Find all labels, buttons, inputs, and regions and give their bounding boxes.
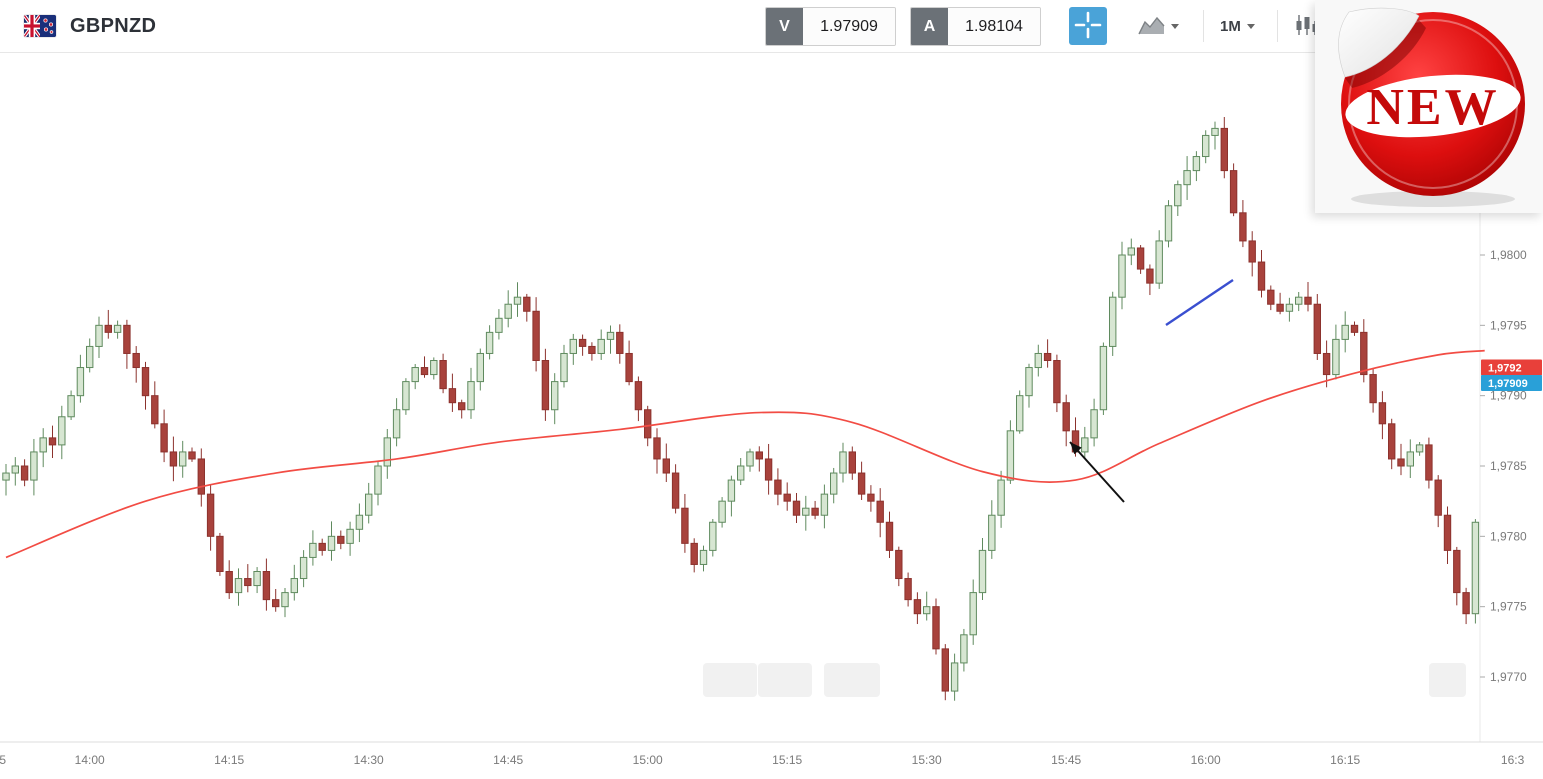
sell-label: V — [766, 8, 803, 45]
sticker-shadow — [1351, 191, 1515, 207]
toolbar-separator — [1203, 10, 1204, 42]
svg-text:15:30: 15:30 — [912, 753, 942, 767]
svg-text:16:00: 16:00 — [1191, 753, 1221, 767]
buy-label: A — [911, 8, 948, 45]
chevron-down-icon — [1171, 23, 1179, 29]
sell-quote-button[interactable]: V 1.97909 — [765, 7, 896, 46]
svg-text:1,9775: 1,9775 — [1490, 600, 1527, 614]
toolbar-separator — [1277, 10, 1278, 42]
crosshair-icon — [1069, 6, 1107, 47]
svg-text:15:45: 15:45 — [1051, 753, 1081, 767]
timeframe-label: 1M — [1220, 17, 1241, 35]
price-chart[interactable]: 1,9800 1,9795 1,9790 1,9785 1,9780 1,9775 1,97… — [0, 52, 1543, 779]
crosshair-tool-button[interactable] — [1069, 7, 1107, 45]
symbol-header: GBPNZD — [24, 0, 156, 52]
new-badge-text: NEW — [1366, 79, 1499, 136]
candlestick-chart-canvas: 1,9800 1,9795 1,9790 1,9785 1,9780 1,9775 1,97… — [0, 52, 1543, 767]
peel-shadow — [1345, 19, 1426, 88]
timeframe-button[interactable]: 1M — [1216, 11, 1259, 41]
svg-text:1,9790: 1,9790 — [1490, 389, 1527, 403]
svg-text:14:30: 14:30 — [354, 753, 384, 767]
peel-curl — [1338, 7, 1420, 78]
area-chart-type-icon — [1138, 14, 1165, 38]
chart-type-button[interactable] — [1134, 11, 1183, 41]
svg-text:14:45: 14:45 — [493, 753, 523, 767]
svg-text:1,9785: 1,9785 — [1490, 459, 1527, 473]
svg-text:1,9795: 1,9795 — [1490, 318, 1527, 332]
bid-price: 1.97909 — [803, 8, 895, 45]
symbol-name: GBPNZD — [70, 14, 157, 37]
svg-text:1,9770: 1,9770 — [1490, 670, 1527, 684]
svg-text:1,9800: 1,9800 — [1490, 248, 1527, 262]
svg-text:16:15: 16:15 — [1330, 753, 1360, 767]
topbar: GBPNZD V 1.97909 A 1.98104 — [0, 0, 1543, 53]
svg-text:5: 5 — [0, 753, 6, 767]
svg-text:15:15: 15:15 — [772, 753, 802, 767]
ask-price: 1.98104 — [948, 8, 1040, 45]
gbpnzd-flag-icon — [24, 15, 56, 37]
svg-text:16:3: 16:3 — [1501, 753, 1525, 767]
buy-quote-button[interactable]: A 1.98104 — [910, 7, 1041, 46]
svg-text:1,9780: 1,9780 — [1490, 529, 1527, 543]
new-sticker-badge: NEW — [1315, 0, 1543, 213]
sticker-white-band — [1345, 74, 1521, 138]
svg-text:1,9792: 1,9792 — [1488, 363, 1522, 375]
svg-text:1,97909: 1,97909 — [1488, 378, 1528, 390]
svg-text:15:00: 15:00 — [633, 753, 663, 767]
svg-text:14:15: 14:15 — [214, 753, 244, 767]
svg-text:14:00: 14:00 — [75, 753, 105, 767]
chevron-down-icon — [1246, 23, 1255, 29]
